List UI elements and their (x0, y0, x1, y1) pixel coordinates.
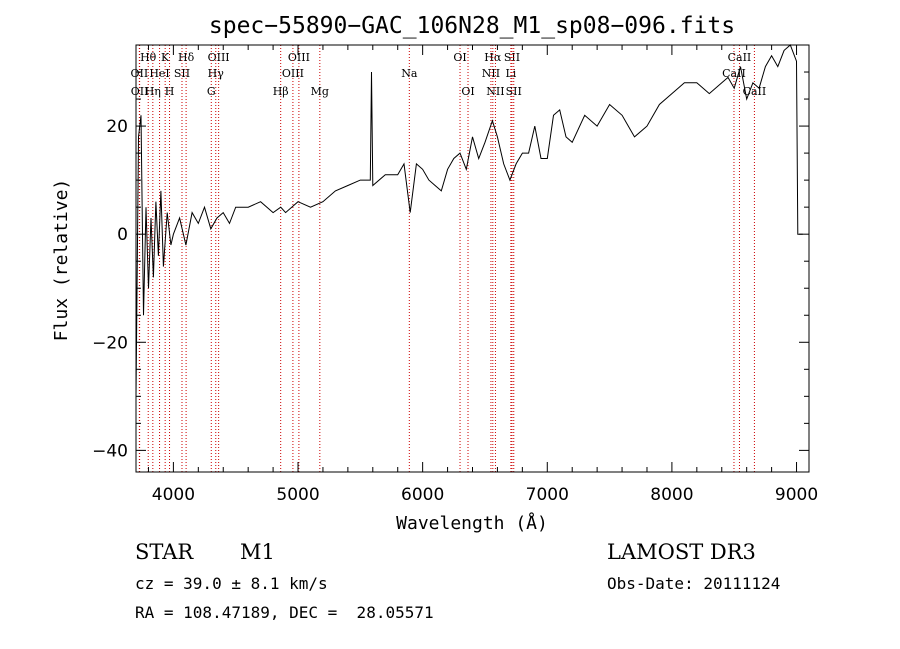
spectral-line-label-24: SII (506, 85, 522, 98)
object-subclass: M1 (240, 540, 275, 564)
spectral-line-label-5: Hη (145, 85, 161, 98)
spectral-line-label-22: SII (504, 51, 520, 64)
spectral-line-label-6: SII (174, 67, 190, 80)
spectral-line-label-10: Hγ (208, 67, 225, 80)
spectral-line-label-9: OIII (208, 51, 230, 64)
spectral-line-label-25: CaII (728, 51, 752, 64)
spectral-line-label-15: Mg (311, 85, 329, 98)
y-tick-label: 0 (117, 225, 128, 245)
spectral-line-label-11: G (207, 85, 216, 98)
y-axis-label: Flux (relative) (51, 179, 72, 342)
x-tick-label: 6000 (401, 485, 444, 505)
spectral-line-label-4: HeI (149, 67, 169, 80)
spectral-line-label-3: K (161, 51, 170, 64)
spectral-line-label-1: OII (131, 67, 149, 80)
x-tick-label: 4000 (152, 485, 195, 505)
x-tick-label: 7000 (526, 485, 569, 505)
y-tick-label: 20 (106, 117, 128, 137)
spectral-line-label-7: H (165, 85, 175, 98)
spectral-line-label-18: OI (461, 85, 474, 98)
chart-title: spec−55890−GAC_106N28_M1_sp08−096.fits (209, 13, 735, 39)
spectral-line-label-20: NII (482, 67, 500, 80)
spectral-line-label-17: OI (453, 51, 466, 64)
spectral-line-label-19: Hα (484, 51, 502, 64)
y-tick-label: −20 (92, 333, 128, 353)
observation-date: Obs-Date: 20111124 (607, 574, 781, 593)
x-tick-label: 8000 (650, 485, 693, 505)
spectral-line-markers: Hθ OII OII K HeI Hη SII H Hδ OIII Hγ G OIII OIII Hβ Mg N… (131, 45, 766, 472)
spectral-line-label-0: Hθ (140, 51, 157, 64)
spectral-line-label-12: OIII (288, 51, 310, 64)
spectral-line-label-21: NII (486, 85, 504, 98)
y-tick-label: −40 (92, 441, 128, 461)
survey-name: LAMOST DR3 (607, 540, 756, 564)
spectral-line-label-8: Hδ (178, 51, 195, 64)
object-class: STAR (135, 540, 194, 564)
redshift-cz: cz = 39.0 ± 8.1 km/s (135, 574, 328, 593)
x-tick-label: 5000 (276, 485, 319, 505)
spectral-line-label-16: Na (401, 67, 418, 80)
axis-ticks: 4000 5000 6000 7000 8000 9000 −40 −20 0 20 (92, 45, 818, 505)
plot-frame (135, 44, 810, 473)
spectrum-series-line (135, 44, 803, 397)
x-axis-label: Wavelength (Å) (396, 512, 548, 534)
x-tick-label: 9000 (775, 485, 818, 505)
spectral-line-label-23: Li (505, 67, 516, 80)
spectral-line-label-13: OIII (282, 67, 304, 80)
spectral-line-label-2: OII (131, 85, 149, 98)
spectral-line-label-14: Hβ (273, 85, 289, 98)
ra-dec-coordinates: RA = 108.47189, DEC = 28.05571 (135, 603, 434, 622)
